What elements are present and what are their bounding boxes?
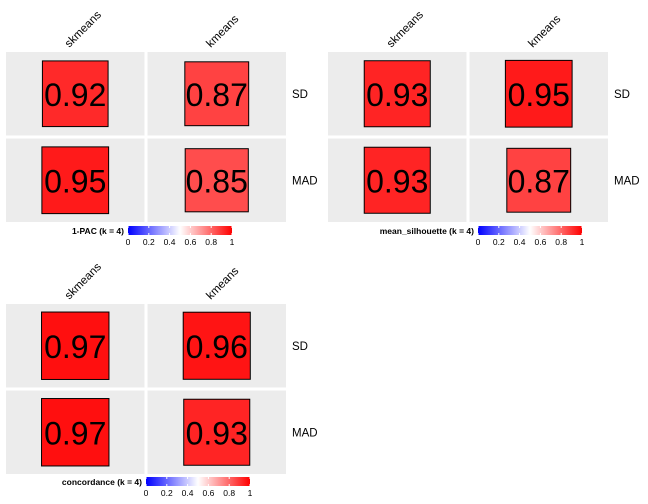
legend-tick-label: 0.8 bbox=[555, 237, 567, 247]
heatmap-cell bbox=[184, 148, 249, 213]
legend-tick-label: 0.6 bbox=[202, 488, 214, 498]
heatmap-cell bbox=[41, 60, 109, 128]
cell-value-label: 0.97 bbox=[44, 415, 106, 451]
legend-tick-label: 0.4 bbox=[514, 237, 526, 247]
legend-title: concordance (k = 4) bbox=[62, 477, 142, 487]
legend-tick-label: 0 bbox=[126, 237, 131, 247]
cell-value-label: 0.85 bbox=[186, 163, 248, 199]
legend-tick-label: 0.8 bbox=[205, 237, 217, 247]
legend-gradient-bar bbox=[478, 226, 582, 235]
legend-tick-label: 0.2 bbox=[161, 488, 173, 498]
legend-tick-label: 0.6 bbox=[534, 237, 546, 247]
row-label: SD bbox=[292, 341, 308, 353]
legend-title: 1-PAC (k = 4) bbox=[72, 226, 124, 236]
legend-tick-label: 1 bbox=[248, 488, 253, 498]
column-label: skmeans bbox=[63, 9, 104, 50]
row-label: MAD bbox=[292, 427, 318, 439]
heatmap-cell bbox=[41, 146, 110, 215]
color-legend: concordance (k = 4)0 0.2 0.4 0.6 0.8 1 bbox=[62, 477, 253, 498]
legend-tick-label: 0.4 bbox=[164, 237, 176, 247]
heatmap-cell bbox=[41, 311, 110, 380]
heatmap-cell bbox=[504, 59, 573, 128]
legend-tick-label: 0.8 bbox=[223, 488, 235, 498]
legend-tick-label: 0 bbox=[476, 237, 481, 247]
heatmap-cell bbox=[182, 311, 251, 380]
cell-value-label: 0.95 bbox=[508, 77, 570, 113]
legend-tick-label: 1 bbox=[230, 237, 235, 247]
legend-tick-label: 0.2 bbox=[143, 237, 155, 247]
heatmap-cell bbox=[183, 398, 251, 466]
row-label: MAD bbox=[292, 175, 318, 187]
row-label: MAD bbox=[614, 175, 640, 187]
cell-value-label: 0.93 bbox=[366, 77, 428, 113]
cell-value-label: 0.93 bbox=[366, 163, 428, 199]
color-legend: mean_silhouette (k = 4)0 0.2 0.4 0.6 0.8 1 bbox=[380, 226, 585, 247]
heatmap-panel-2: 0.93 0.95 SD 0.93 0.87 MAD skmeans kmeans bbox=[328, 9, 640, 222]
cell-value-label: 0.96 bbox=[186, 329, 248, 365]
legend-tick-label: 1 bbox=[580, 237, 585, 247]
legend-gradient-bar bbox=[146, 477, 250, 486]
column-label: kmeans bbox=[204, 13, 241, 50]
heatmap-panel-1: 0.92 0.87 SD 0.95 0.85 MAD skmeans kmeans bbox=[6, 9, 318, 222]
color-legend: 1-PAC (k = 4)0 0.2 0.4 0.6 0.8 1 bbox=[72, 226, 235, 247]
column-label: kmeans bbox=[204, 265, 241, 302]
heatmap-cell bbox=[363, 146, 431, 214]
cell-value-label: 0.87 bbox=[508, 163, 570, 199]
cell-value-label: 0.93 bbox=[186, 415, 248, 451]
heatmap-cell bbox=[41, 398, 110, 467]
cell-value-label: 0.95 bbox=[44, 163, 106, 199]
cell-value-label: 0.92 bbox=[44, 77, 106, 113]
column-label: skmeans bbox=[63, 261, 104, 302]
cell-value-label: 0.97 bbox=[44, 329, 106, 365]
heatmap-panel-3: 0.97 0.96 SD 0.97 0.93 MAD skmeans kmeans bbox=[6, 261, 318, 474]
legend-tick-label: 0.2 bbox=[493, 237, 505, 247]
legend-tick-label: 0.4 bbox=[182, 488, 194, 498]
cell-value-label: 0.87 bbox=[186, 77, 248, 113]
column-label: skmeans bbox=[385, 9, 426, 50]
row-label: SD bbox=[292, 89, 308, 101]
column-label: kmeans bbox=[526, 13, 563, 50]
row-label: SD bbox=[614, 89, 630, 101]
legend-tick-label: 0.6 bbox=[184, 237, 196, 247]
legend-tick-label: 0 bbox=[144, 488, 149, 498]
heatmap-cell bbox=[184, 61, 250, 127]
heatmap-cell bbox=[506, 147, 572, 213]
heatmap-cell bbox=[363, 60, 431, 128]
legend-title: mean_silhouette (k = 4) bbox=[380, 226, 474, 236]
legend-gradient-bar bbox=[128, 226, 232, 235]
